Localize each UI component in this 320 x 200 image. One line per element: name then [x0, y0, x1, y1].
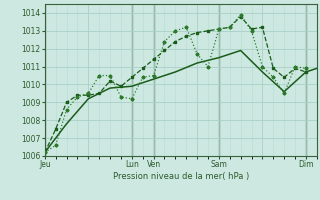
- X-axis label: Pression niveau de la mer( hPa ): Pression niveau de la mer( hPa ): [113, 172, 249, 181]
